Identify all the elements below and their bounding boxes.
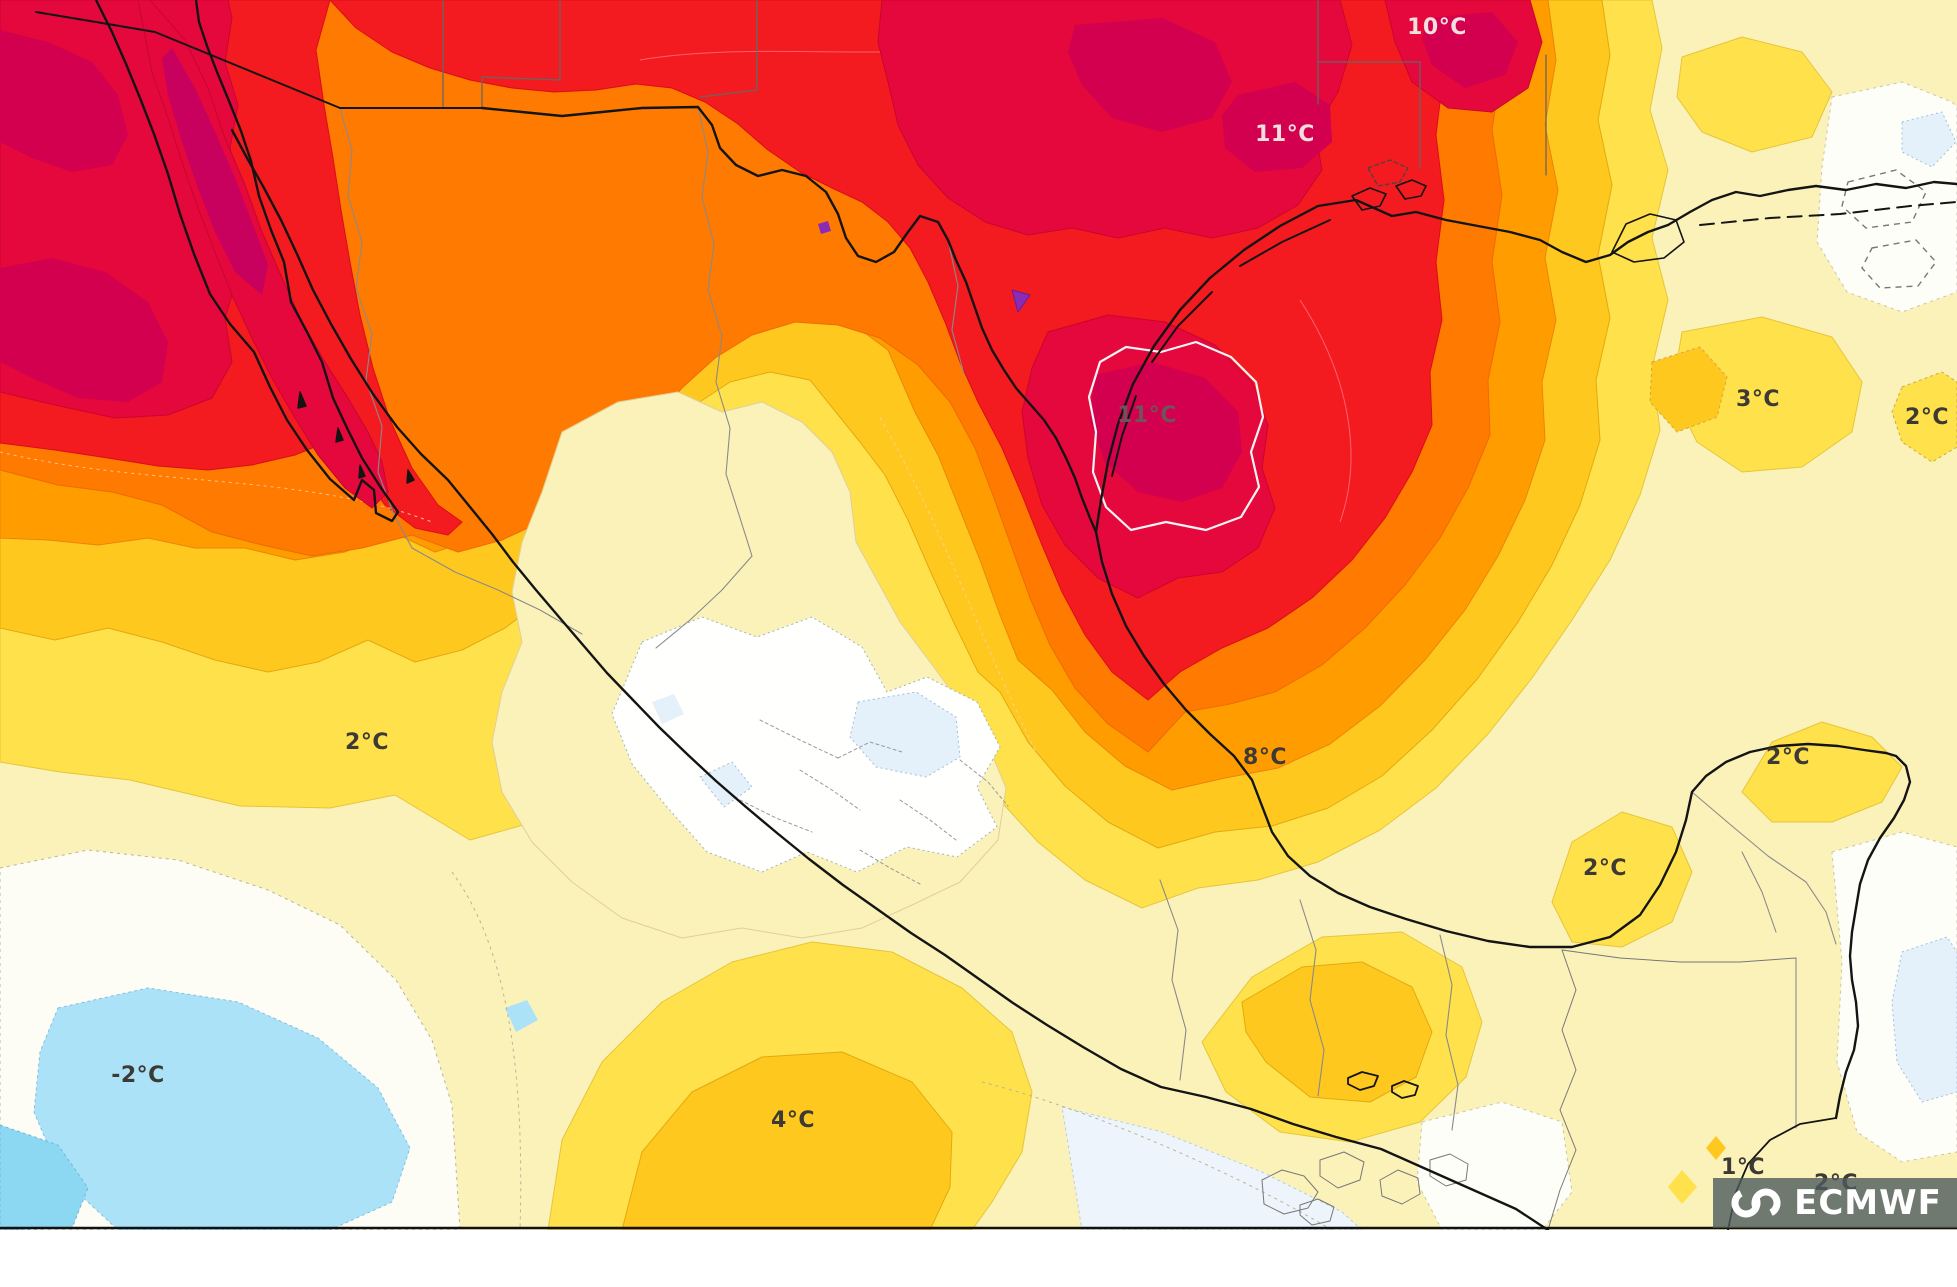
field-crimson-texas: [877, 0, 1353, 239]
temperature-labels: 10°C 11°C 11°C 3°C 2°C 2°C 8°C 2°C 2°C -2°C 4°C 1°C…: [111, 15, 1949, 1196]
field-deep-crimson: [1222, 82, 1332, 172]
contour-hint: [1299, 299, 1352, 523]
pacific-coast: [230, 128, 1550, 1230]
field-magenta-core: [162, 48, 268, 295]
us-state-borders: [442, 0, 1547, 176]
geography: [0, 0, 1957, 1230]
ecmwf-logo-icon: [1731, 1188, 1781, 1218]
mx-state-borders-dotted: [739, 719, 1009, 885]
marsh-lake-dashed: [1367, 159, 1409, 187]
field-white-patch: [1416, 1101, 1573, 1230]
gulf-islands: [297, 391, 415, 484]
us-mexico-border-west: [35, 11, 483, 109]
temperature-label: 1°C: [1721, 1155, 1765, 1180]
field-deep-crimson: [0, 30, 128, 172]
gulf-coast: [1094, 180, 1957, 1120]
temperature-anomaly-map: 10°C 11°C 11°C 3°C 2°C 2°C 8°C 2°C 2°C -2°C 4°C 1°C…: [0, 0, 1957, 1230]
temperature-label: 10°C: [1407, 15, 1467, 40]
field-ocean-cyan: [33, 987, 411, 1230]
temperature-label: 2°C: [1766, 745, 1810, 770]
contour-hint: [451, 871, 522, 1230]
coastal-lagoons: [1347, 1071, 1419, 1099]
ecmwf-logo: ECMWF: [1713, 1178, 1957, 1228]
field-gold-patch: [1649, 346, 1728, 433]
marsh-detail: [1351, 179, 1427, 211]
ecmwf-logo-text: ECMWF: [1794, 1183, 1942, 1223]
louisiana-marsh-islands: [1699, 201, 1957, 226]
contour-dashed: [1841, 169, 1927, 229]
field-central-white: [611, 616, 1001, 873]
field-gold-spot: [1706, 1136, 1726, 1160]
temperature-label: 2°C: [1905, 405, 1949, 430]
temperature-label: 4°C: [771, 1108, 815, 1133]
temperature-label: 3°C: [1736, 387, 1780, 412]
field-purple-spot: [818, 221, 831, 234]
temperature-field: [0, 0, 1957, 1230]
temperature-label: 2°C: [1583, 856, 1627, 881]
field-yellow-2c-edge: [1891, 371, 1957, 463]
guatemala-borders: [1261, 949, 1797, 1230]
field-central-blue: [652, 694, 684, 724]
map-canvas: 10°C 11°C 11°C 3°C 2°C 2°C 8°C 2°C 2°C -2°C 4°C 1°C…: [0, 0, 1957, 1230]
contour-hint: [0, 451, 433, 523]
field-deep-crimson: [0, 258, 168, 402]
temperature-label: -2°C: [111, 1063, 165, 1088]
field-yellow-spot: [1668, 1170, 1697, 1204]
rio-grande-border: [480, 105, 1098, 534]
field-yucatan-yellow: [1741, 721, 1903, 823]
mx-state-borders: [339, 106, 1837, 1131]
field-central-blue: [699, 761, 753, 808]
contour-dashed: [1861, 239, 1937, 289]
field-deep-crimson: [1422, 12, 1518, 88]
galveston-bay: [1611, 213, 1685, 263]
temperature-label: 11°C: [1117, 403, 1177, 428]
field-purple-spot: [1011, 289, 1031, 313]
contour-hint: [879, 417, 1041, 761]
field-ocean-cyan-deep: [0, 1124, 89, 1230]
highlighted-state-border: [1087, 340, 1265, 532]
field-caribbean-blue: [1891, 936, 1957, 1103]
field-deep-crimson: [1068, 18, 1232, 132]
temperature-label: 2°C: [345, 730, 389, 755]
field-oaxaca-gold: [1241, 961, 1433, 1103]
temperature-label: 8°C: [1243, 745, 1287, 770]
field-ocean-cyan: [505, 1000, 538, 1032]
field-south-gold: [621, 1051, 953, 1230]
field-blue-patch: [1901, 111, 1957, 168]
barrier-islands: [1111, 219, 1331, 477]
coastlines: [35, 0, 1957, 1230]
footer-bar: -2.40 °C: [0, 1230, 1957, 1287]
field-yellow-patch: [1676, 36, 1833, 153]
contour-hint: [981, 1081, 1333, 1230]
temperature-label: 11°C: [1255, 122, 1315, 147]
field-central-blue: [849, 691, 961, 778]
field-pacific-blue: [1061, 1106, 1363, 1230]
